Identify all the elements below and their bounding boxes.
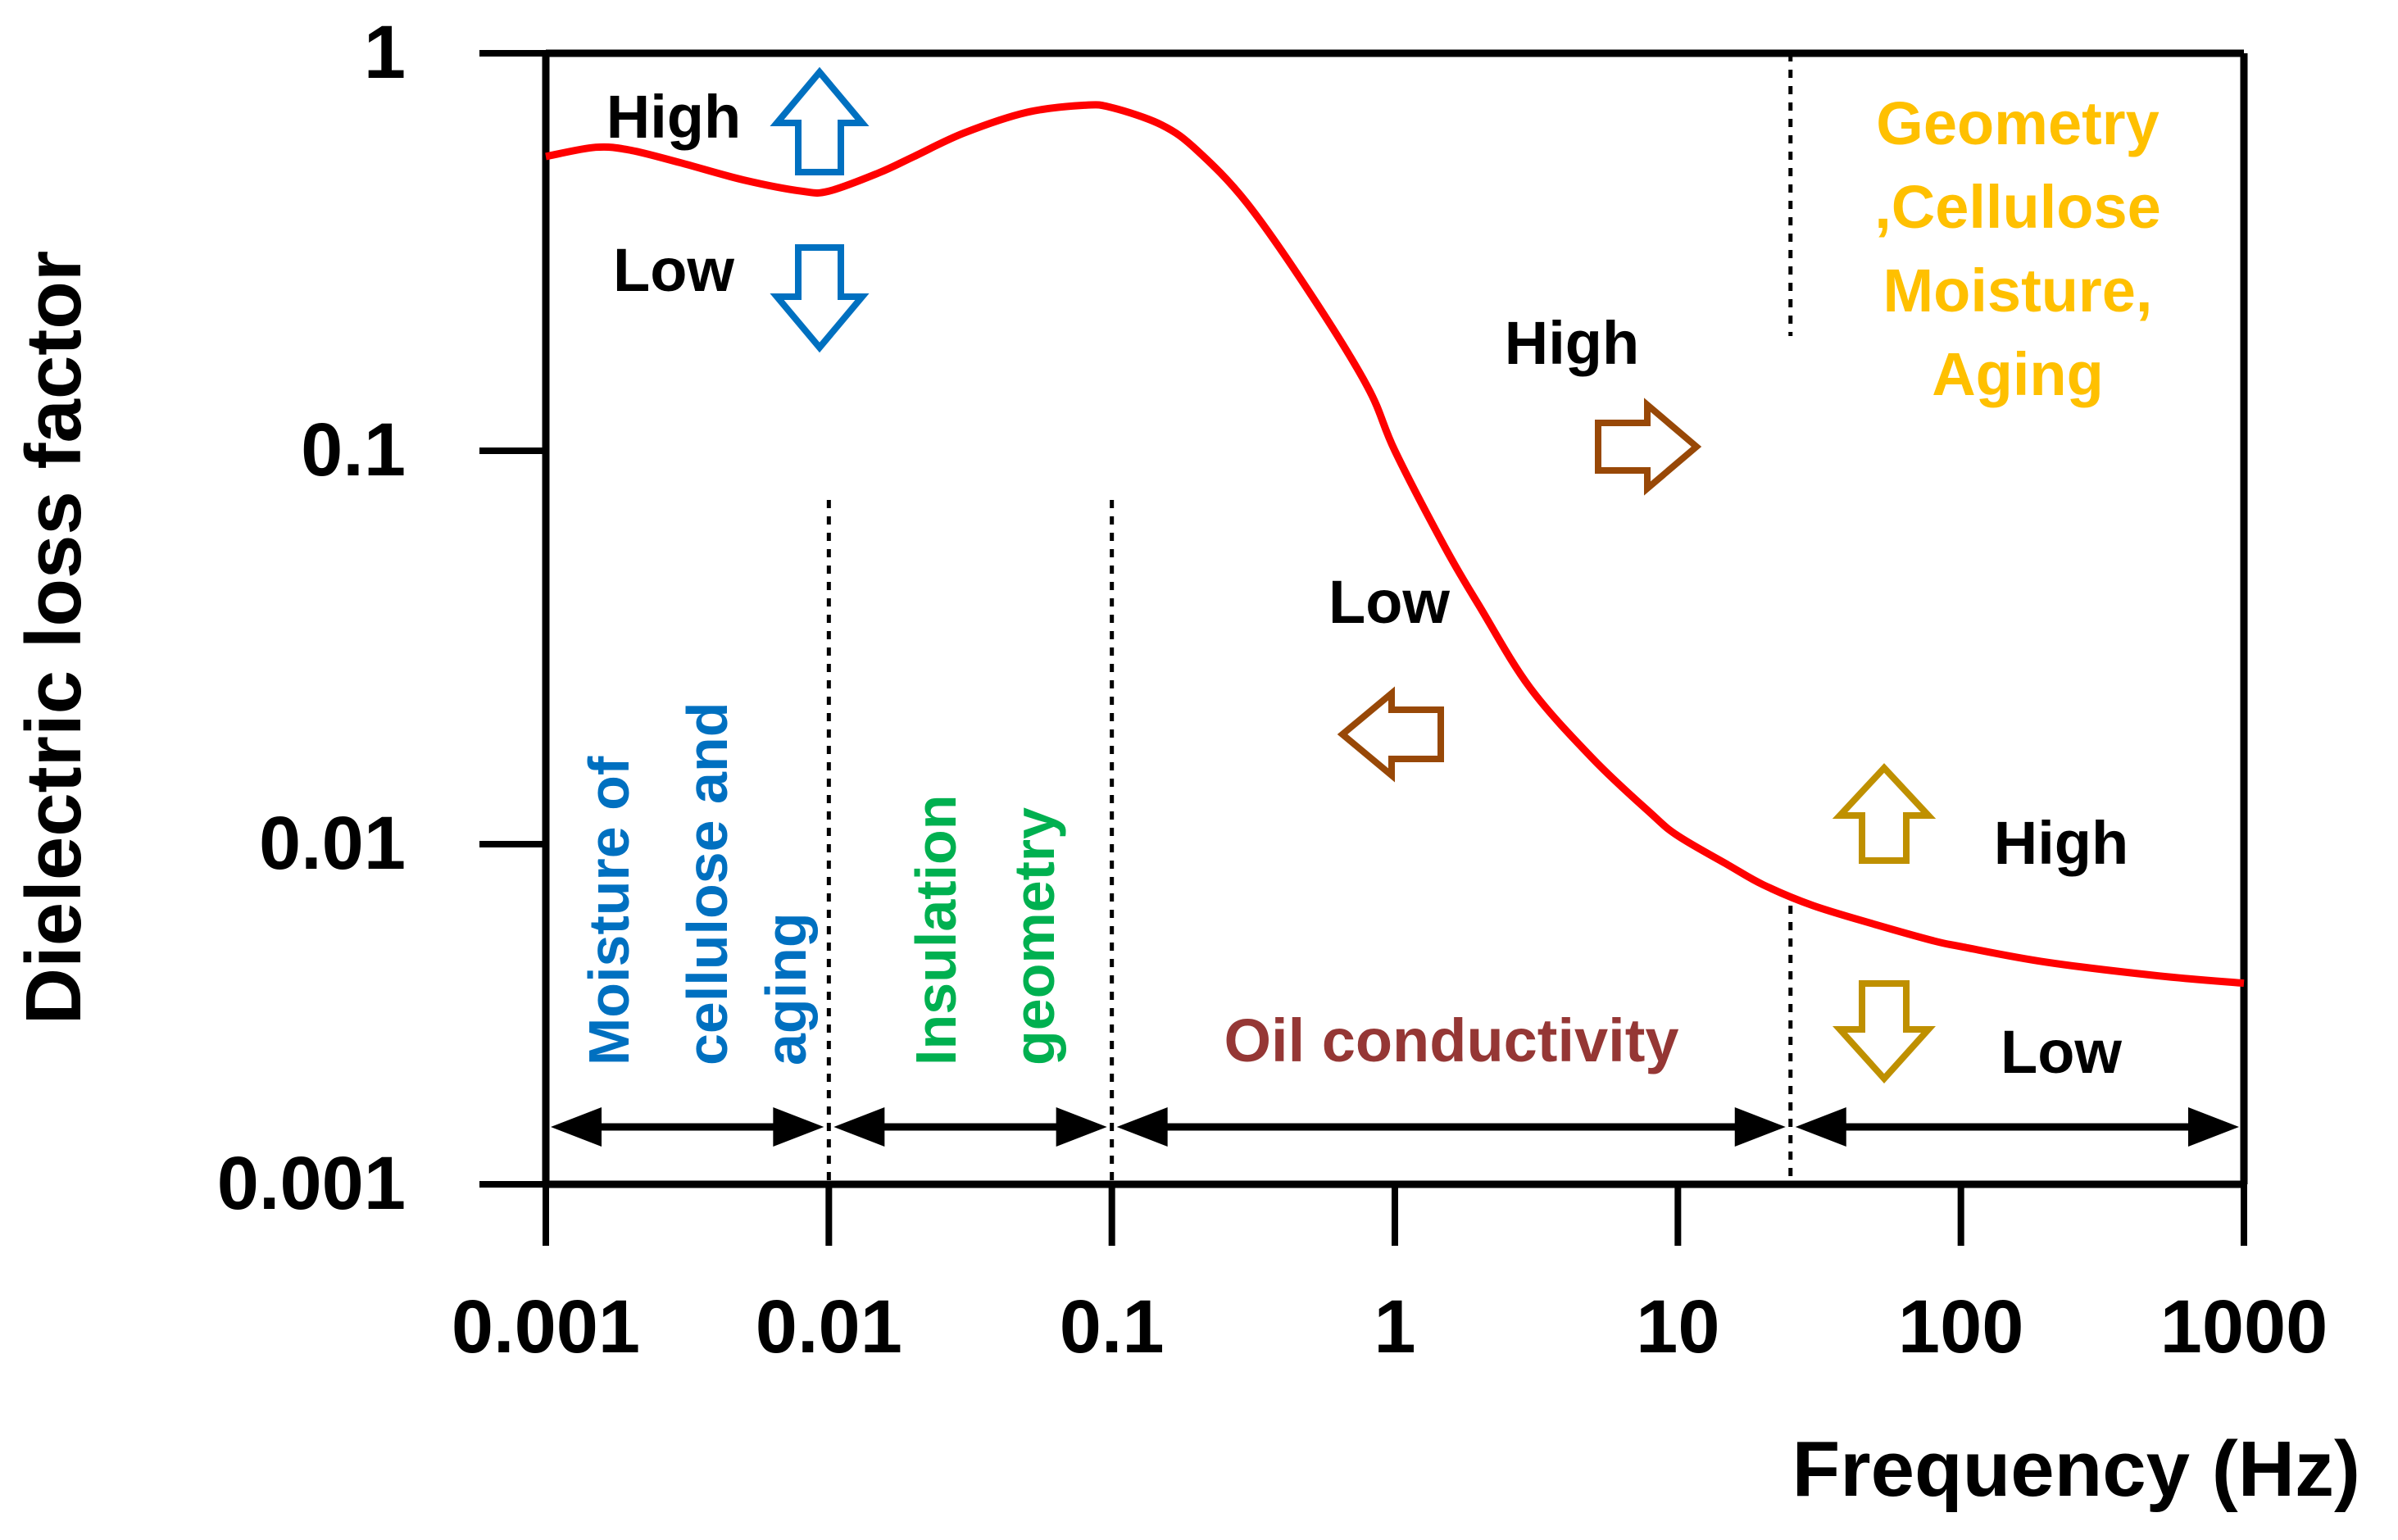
region-label-moisture: Moisture of [577,756,641,1065]
region-label-geometry-4: Aging [1932,340,2104,408]
region-boundaries [826,53,1793,1184]
x-tick-label-2: 0.1 [1060,1285,1165,1369]
loss-factor-curve [545,101,2245,988]
down-arrow-icon [770,244,870,353]
annotation-high-blue: High [606,83,741,151]
region-label-oil: Oil conductivity [1224,1006,1678,1074]
span-arrowhead-left-3 [1795,1107,1846,1147]
region-label-geometry-1: Geometry [1876,89,2159,157]
up-arrow-icon-gold [1832,763,1937,864]
x-ticks: 0.001 0.01 0.1 1 10 100 1000 [452,1184,2328,1369]
y-axis-title: Dielectric loss factor [10,251,98,1024]
x-tick-label-3: 1 [1374,1285,1415,1369]
region-label-geometry-2: ,Cellulose [1874,173,2161,241]
x-tick-label-6: 1000 [2160,1285,2328,1369]
y-ticks: 0.001 0.01 0.1 1 [217,11,546,1225]
annotation-low-gold: Low [2001,1018,2122,1086]
region-span-arrows [551,1107,2239,1147]
left-arrow-icon [1337,686,1444,783]
span-arrowhead-right-2 [1734,1107,1786,1147]
annotation-high-gold: High [1994,809,2128,877]
x-tick-label-4: 10 [1636,1285,1719,1369]
x-tick-label-1: 0.01 [756,1285,902,1369]
x-tick-label-0: 0.001 [452,1285,640,1369]
span-arrowhead-right-0 [773,1107,824,1147]
span-arrowhead-left-1 [833,1107,885,1147]
region-label-moisture-2: cellulose and [675,702,739,1065]
region-label-geometry-3: Moisture, [1883,257,2153,325]
annotation-high-brown: High [1505,309,1639,377]
region-label-moisture-3: aging [754,912,818,1065]
x-axis-title: Frequency (Hz) [1792,1425,2360,1513]
span-arrowhead-right-3 [2188,1107,2239,1147]
y-tick-label-0: 0.001 [217,1142,406,1225]
down-arrow-icon-gold [1833,980,1936,1083]
span-arrowhead-right-1 [1056,1107,1107,1147]
region-label-insulation: Insulation [904,794,968,1065]
annotation-low-brown: Low [1328,568,1450,636]
span-arrowhead-left-2 [1116,1107,1168,1147]
y-tick-label-2: 0.1 [301,408,406,492]
span-arrowhead-left-0 [551,1107,602,1147]
annotation-low-blue: Low [613,236,734,304]
right-arrow-icon [1595,397,1702,496]
region-label-insulation-2: geometry [1002,807,1066,1065]
x-tick-label-5: 100 [1898,1285,2024,1369]
y-tick-label-1: 0.01 [259,802,406,885]
up-arrow-icon [770,66,870,175]
y-tick-label-3: 1 [364,11,406,94]
